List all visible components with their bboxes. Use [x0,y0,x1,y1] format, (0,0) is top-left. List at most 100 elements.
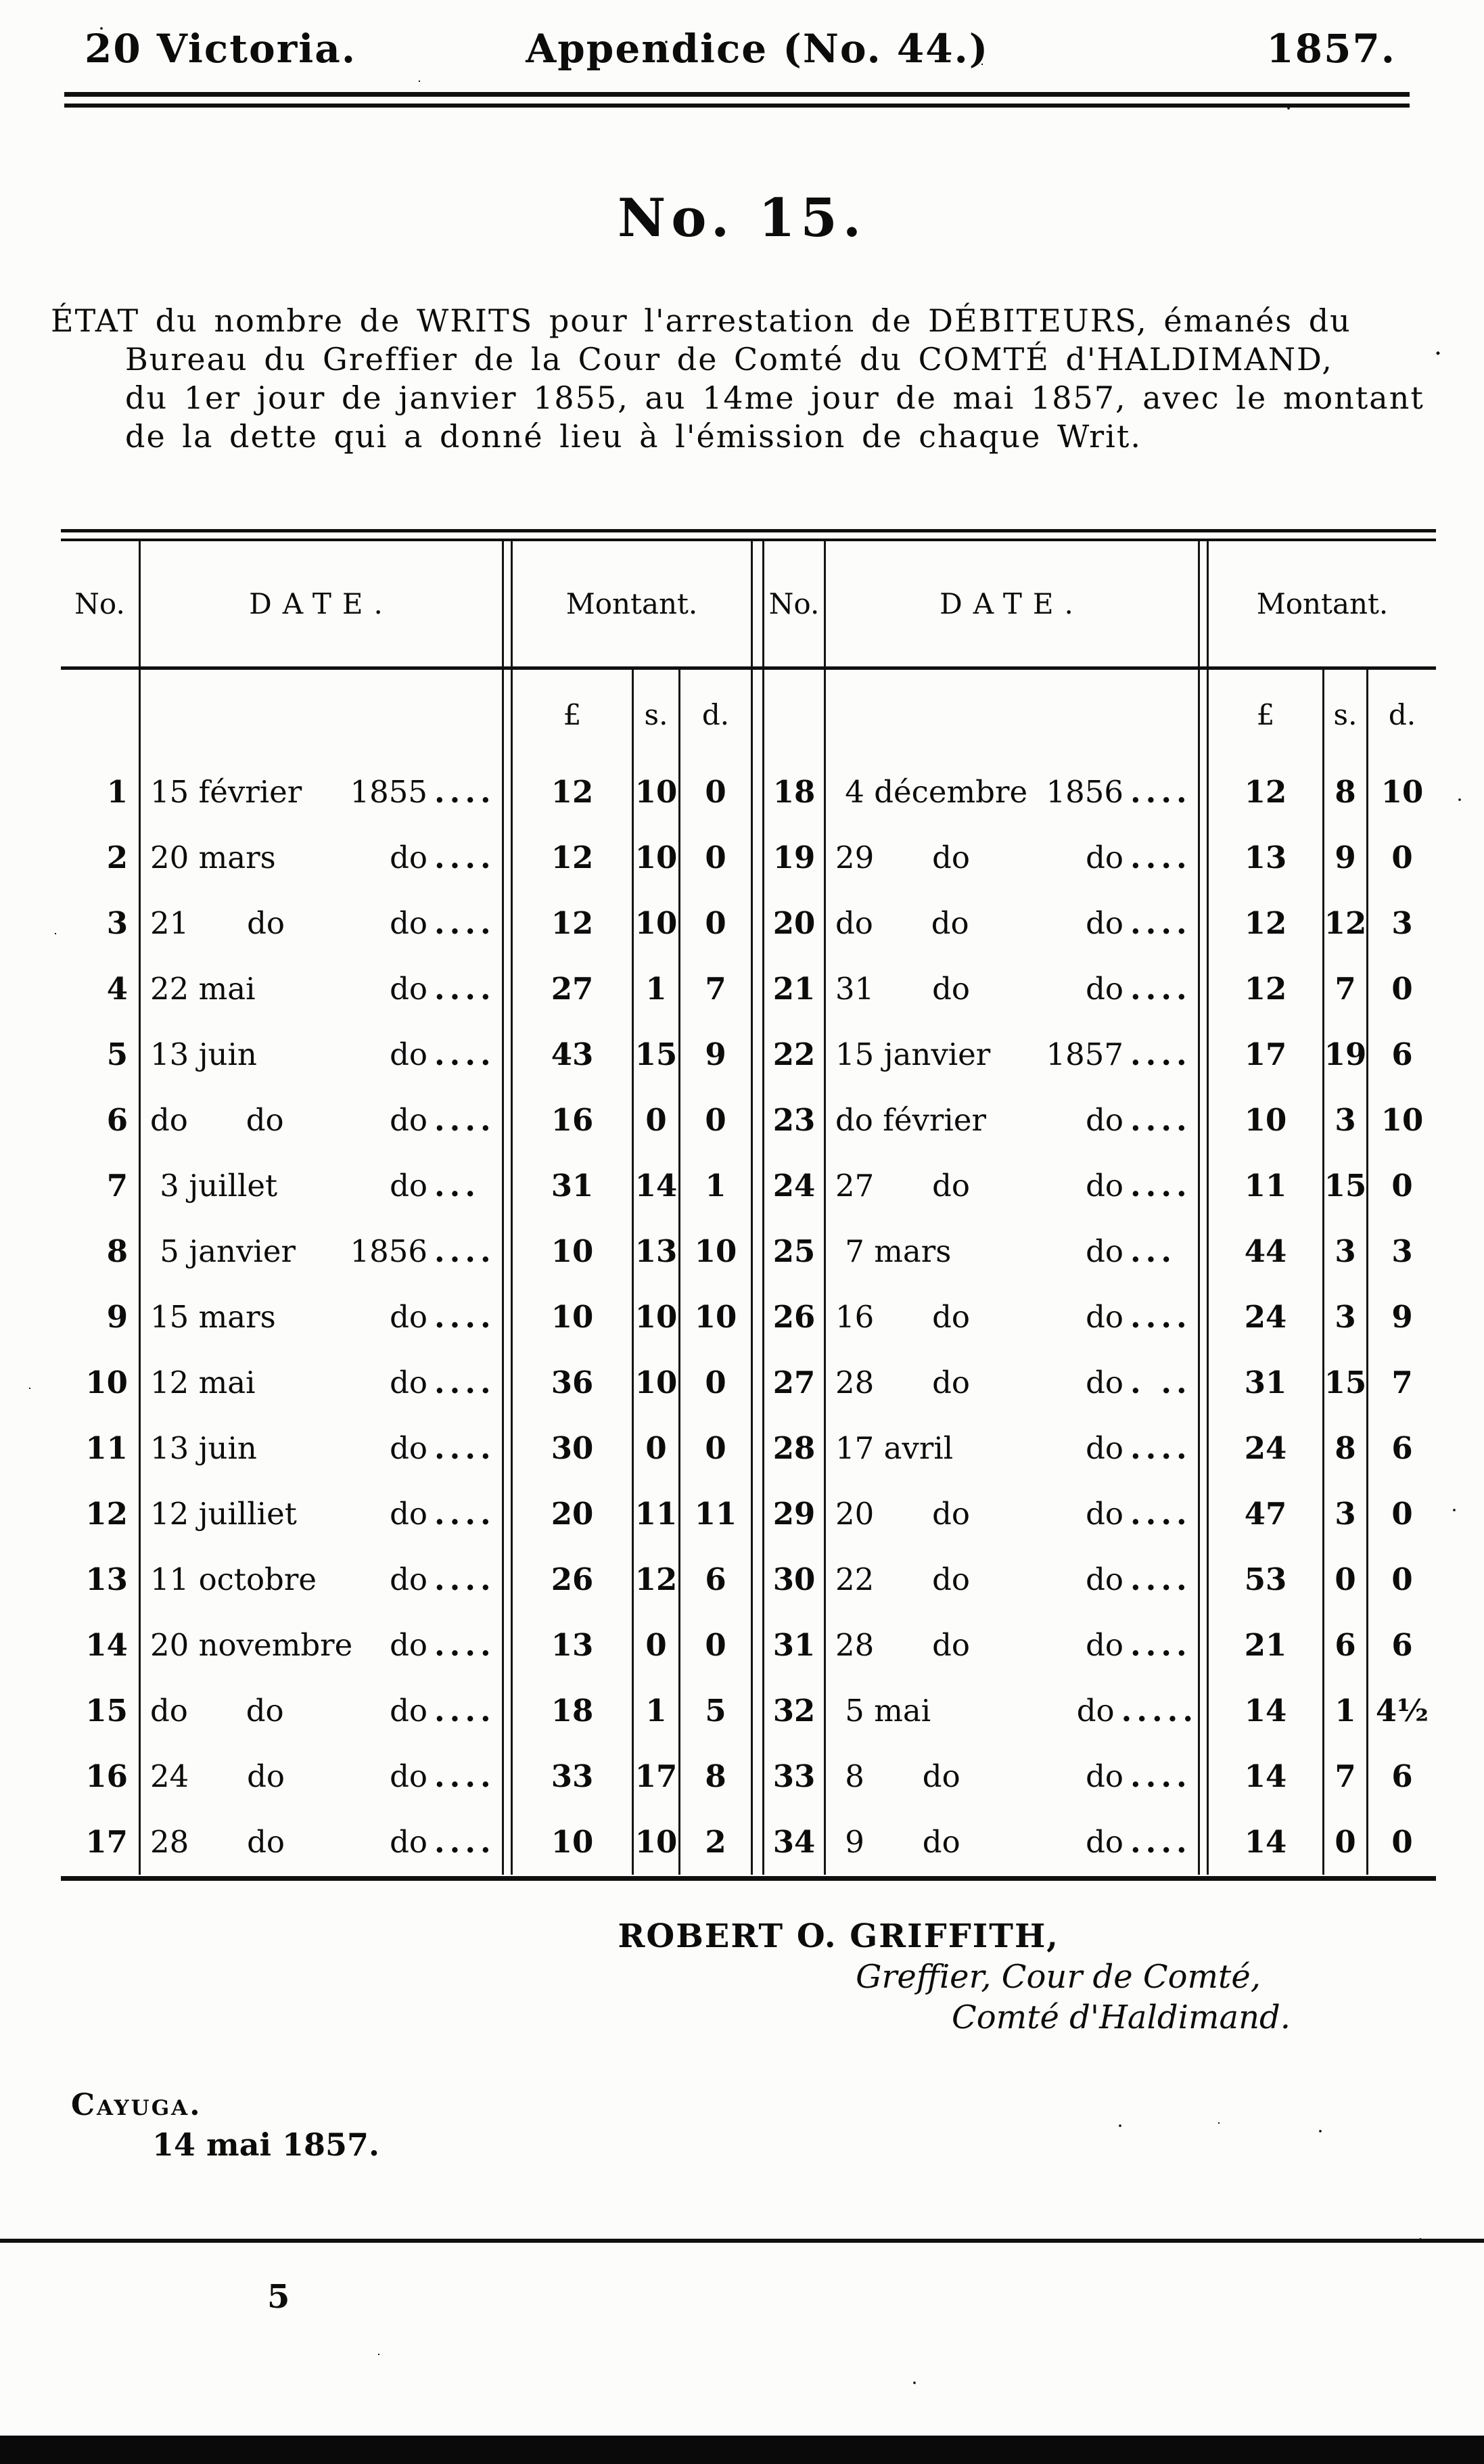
divider [678,1284,680,1350]
divider [824,1022,826,1087]
date-year: do [1086,1430,1123,1466]
leader-dots: .... [1130,1496,1192,1532]
divider [1366,1153,1368,1218]
date-day: 5 mai [835,1693,931,1729]
divider [502,1284,513,1350]
cell-pence: 0 [1391,1561,1413,1597]
divider [632,759,634,825]
divider [502,1415,513,1481]
divider [678,1350,680,1415]
divider [1322,1481,1324,1547]
date-year: do [390,1693,427,1729]
divider [632,1743,634,1809]
date-year: 1857 [1046,1036,1123,1072]
cell-shillings: 1 [645,1693,667,1729]
divider [1198,1678,1209,1743]
divider [1322,1415,1324,1481]
cell-pence: 1 [705,1168,726,1204]
cell-pence: 0 [705,1102,726,1138]
cell-pence: 4½ [1375,1693,1429,1729]
header-pence-left: d. [701,698,730,731]
divider [751,1415,764,1481]
cell-pounds: 18 [551,1693,594,1729]
leader-dots: . .. [1130,1365,1192,1400]
date-year: do [390,1430,427,1466]
cell-no: 7 [106,1168,128,1204]
date-year: do [390,1758,427,1794]
intro-line: ÉTAT du nombre de WRITS pour l'arrestati… [51,302,1351,339]
table-bottom-rule [61,1876,1436,1881]
divider [1366,956,1368,1022]
divider [751,890,764,956]
cell-no: 2 [106,840,128,875]
divider [1322,1809,1324,1875]
leader-dots: .... [434,1036,496,1072]
leader-dots: .... [434,1496,496,1532]
date-day: 24 do [150,1758,285,1794]
cell-date: 28 do do .... [141,1809,502,1875]
divider [502,890,513,956]
currency-header-row: £ s. d. £ s. d. [61,670,1436,759]
cell-pounds: 36 [551,1365,594,1400]
cell-no: 24 [772,1168,816,1204]
date-year: do [390,905,427,941]
cell-pounds: 53 [1244,1561,1287,1597]
cell-pence: 6 [1391,1036,1413,1072]
cell-no: 9 [106,1299,128,1335]
cell-pounds: 27 [551,971,594,1007]
cell-date: 22 mai do .... [141,956,502,1022]
date-year: do [390,1299,427,1335]
cell-no: 13 [85,1561,128,1597]
cell-date: 24 do do .... [141,1743,502,1809]
date-day: 8 do [835,1758,960,1794]
cell-shillings: 3 [1335,1233,1356,1269]
date-year: do [1086,971,1123,1007]
divider [632,890,634,956]
divider [502,956,513,1022]
date-day: 20 do [835,1496,970,1532]
signature-block: ROBERT O. GRIFFITH, Greffier, Cour de Co… [0,1916,1484,2038]
table-row: 10 12 mai do .... 36 10 0 27 28 do do . … [61,1350,1436,1415]
date-day: 13 juin [150,1036,257,1072]
cell-shillings: 14 [634,1168,678,1204]
divider [139,1743,141,1809]
cell-no: 4 [106,971,128,1007]
cell-pounds: 33 [551,1758,594,1794]
cell-pounds: 43 [551,1036,594,1072]
divider [678,670,680,759]
scan-edge-band [0,2436,1484,2464]
cell-pounds: 31 [1244,1365,1287,1400]
header-date-left: DATE. [249,587,394,620]
cell-pence: 8 [705,1758,726,1794]
cell-date: 16 do do .... [826,1284,1198,1350]
date-year: do [1086,1496,1123,1532]
cell-pence: 0 [1391,1168,1413,1204]
cell-date: 13 juin do .... [141,1022,502,1087]
leader-dots: .... [1130,1036,1192,1072]
date-year: do [390,971,427,1007]
divider [751,1481,764,1547]
divider [139,1350,141,1415]
cell-shillings: 13 [634,1233,678,1269]
divider [1198,956,1209,1022]
header-pence-right: d. [1388,698,1416,731]
cell-no: 18 [772,774,816,810]
cell-date: 28 do do . .. [826,1350,1198,1415]
cell-pence: 3 [1391,1233,1413,1269]
header-shillings-right: s. [1333,698,1358,731]
date-year: do [390,1561,427,1597]
cell-pence: 0 [705,1430,726,1466]
cell-no: 20 [772,905,816,941]
date-year: do [1086,1299,1123,1335]
divider [139,1284,141,1350]
cell-shillings: 3 [1335,1496,1356,1532]
date-year: do [1086,1758,1123,1794]
cell-shillings: 6 [1335,1627,1356,1663]
divider [678,1547,680,1612]
divider [751,1612,764,1678]
cell-pounds: 14 [1244,1758,1287,1794]
divider [824,1153,826,1218]
writs-table: No. DATE. Montant. No. DATE. Montant. £ … [61,529,1436,1881]
date-line: 14 mai 1857. [152,2126,380,2163]
cell-pence: 0 [705,774,726,810]
